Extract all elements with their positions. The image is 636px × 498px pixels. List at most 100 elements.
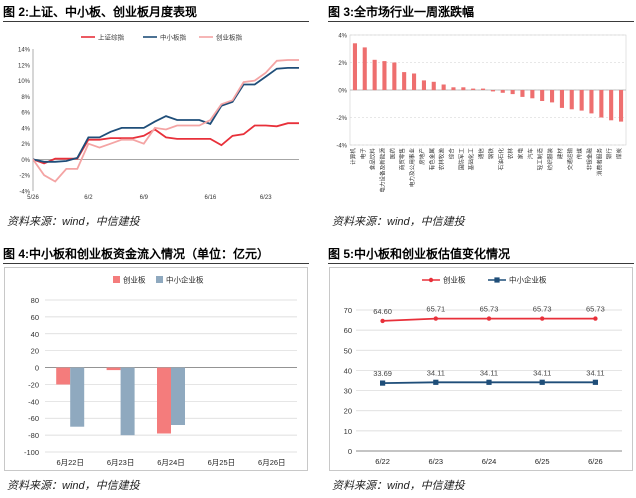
category-label: 消费者服务 (595, 148, 603, 176)
bar (530, 90, 535, 99)
category-label: 计算机 (349, 148, 357, 165)
bar (550, 90, 555, 103)
y-tick-label: 80 (31, 296, 39, 305)
category-label: 家电 (517, 148, 525, 160)
y-tick-label: 30 (344, 387, 352, 396)
bar (461, 87, 466, 91)
y-tick-label: 14% (18, 48, 31, 54)
y-tick-label: 0 (35, 364, 39, 373)
x-tick-label: 6/23 (260, 195, 272, 201)
legend-label: 中小企业板 (166, 275, 204, 285)
y-tick-label: -60 (28, 414, 39, 423)
industry-returns-chart: -4% -2% 0% 2% 4% 计算机 电子 食品饮料 电力设备及新能源 医药 商贸零售 电力及公用… (336, 34, 627, 193)
y-tick-label: -100 (24, 448, 39, 457)
x-tick-label: 6/9 (140, 195, 149, 201)
bar (431, 81, 436, 91)
bar (372, 59, 377, 91)
source-note: 资料来源：wind，中信建投 (7, 480, 140, 492)
category-label: 银行 (605, 148, 613, 160)
x-tick-label: 6/26 (588, 457, 603, 466)
bar (559, 90, 564, 108)
bar (451, 87, 456, 91)
bar-2 (120, 367, 135, 436)
legend-swatch (113, 276, 120, 283)
y-tick-label: 70 (344, 306, 352, 315)
category-label: 商贸零售 (398, 148, 406, 171)
bar (540, 90, 545, 101)
x-tick-label: 5/26 (27, 195, 39, 201)
y-tick-label: 20 (31, 347, 39, 356)
x-tick-label: 6/16 (204, 195, 216, 201)
marker (486, 379, 492, 385)
x-tick-label: 6/2 (84, 195, 93, 201)
category-label: 传媒 (576, 148, 584, 160)
y-tick-label: 0 (348, 447, 352, 456)
y-tick-label: 60 (344, 326, 352, 335)
category-label: 电力及公用事业 (408, 148, 416, 188)
data-label: 65.71 (426, 305, 445, 314)
legend-marker (494, 277, 500, 283)
category-label: 钢铁 (487, 148, 495, 160)
x-tick-label: 6月24日 (157, 458, 185, 467)
x-tick-label: 6/25 (535, 457, 550, 466)
bar (589, 90, 594, 114)
category-label: 农林牧渔 (438, 148, 446, 171)
series-line-3 (32, 59, 299, 183)
data-label: 64.60 (373, 307, 392, 316)
legend-label: 上证综指 (98, 33, 125, 42)
marker (380, 318, 385, 324)
bar (569, 90, 574, 110)
category-label: 食品饮料 (369, 148, 377, 171)
bar (579, 90, 584, 111)
marker (433, 379, 439, 385)
marker (433, 316, 438, 321)
bar (441, 84, 446, 90)
x-tick-label: 6/24 (482, 457, 497, 466)
legend-label: 创业板 (123, 275, 146, 285)
panel-title: 图 5:中小板和创业板估值变化情况 (328, 245, 634, 264)
panel-title: 图 3:全市场行业一周涨跌幅 (328, 3, 634, 22)
bar (609, 90, 614, 121)
bar (421, 80, 426, 90)
panel-valuation: 图 5:中小板和创业板估值变化情况 0 10 20 30 40 50 60 70 6/22 6/2… (328, 245, 634, 492)
category-label: 轻工制造 (536, 148, 544, 171)
marker (592, 379, 598, 385)
category-label: 纺织服装 (546, 148, 554, 171)
y-tick-label: 12% (18, 63, 31, 69)
y-tick-label: 50 (344, 346, 352, 355)
marker (380, 380, 386, 386)
bar (510, 90, 515, 95)
y-tick-label: 40 (344, 366, 352, 375)
category-label: 医药 (388, 148, 396, 160)
bar-1 (106, 367, 121, 371)
x-tick-label: 6/23 (428, 457, 443, 466)
marker (486, 316, 492, 321)
bar (599, 90, 604, 118)
source-note: 资料来源：wind，中信建投 (332, 216, 465, 228)
category-label: 建材 (556, 148, 564, 160)
bar-2 (171, 367, 185, 425)
legend-label: 创业板指 (216, 33, 243, 42)
panel-title: 图 2:上证、中小板、创业板月度表现 (3, 3, 309, 22)
y-tick-label: 40 (31, 330, 39, 339)
legend-swatch (156, 276, 163, 283)
bar (471, 88, 476, 90)
y-tick-label: 6% (21, 111, 30, 117)
data-label: 34.11 (586, 368, 604, 377)
category-label: 有色金属 (428, 148, 436, 171)
legend-marker (428, 277, 434, 283)
category-label: 煤炭 (615, 148, 623, 160)
x-tick-label: 6月23日 (107, 458, 135, 467)
marker (539, 379, 545, 385)
bar (352, 43, 357, 91)
y-tick-label: 10 (344, 427, 352, 436)
panel-fund-flow: 图 4:中小板和创业板资金流入情况（单位：亿元） -100 -80 -60 -40 -2… (3, 245, 309, 492)
x-tick-label: 6月22日 (56, 458, 84, 467)
marker (540, 316, 545, 321)
legend-label: 中小企业板 (509, 275, 547, 285)
data-label: 65.73 (480, 305, 499, 314)
category-label: 国防军工 (457, 148, 465, 171)
bar (382, 61, 387, 90)
y-tick-label: -2% (19, 174, 30, 180)
data-label: 65.73 (586, 305, 605, 314)
